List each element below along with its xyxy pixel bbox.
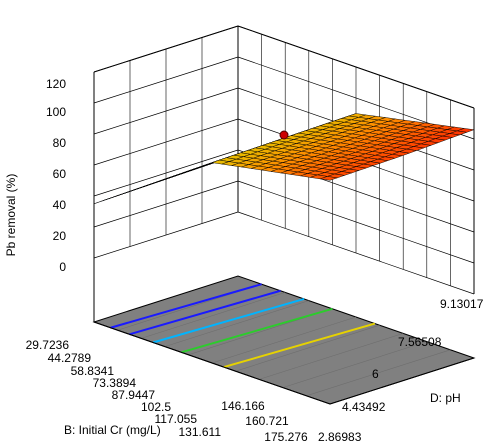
floor-gridline <box>141 292 286 339</box>
x-tick-label: 73.3894 <box>93 376 137 390</box>
z-tick-label: 40 <box>53 198 67 212</box>
surface-cell <box>320 176 338 181</box>
floor-contour <box>110 283 262 329</box>
y-axis-ticks: 2.86983 4.43492 6 7.56508 9.13017 <box>318 297 484 444</box>
z-tick-label: 20 <box>53 229 67 243</box>
z-tick-label: 60 <box>53 167 67 181</box>
response-surface <box>93 113 475 205</box>
y-tick-label: 2.86983 <box>318 430 362 444</box>
x-tick-label: 29.7236 <box>26 338 70 352</box>
z-axis-ticks: 0 20 40 60 80 100 120 <box>46 77 66 274</box>
x-tick-label: 146.166 <box>221 399 265 413</box>
y-tick-label: 6 <box>372 367 379 381</box>
floor-contour <box>152 297 305 344</box>
x-axis-title: B: Initial Cr (mg/L) <box>64 423 161 437</box>
z-tick-label: 100 <box>46 105 66 119</box>
x-tick-label: 58.8341 <box>71 364 115 378</box>
floor-gridline <box>164 300 309 347</box>
box-edge <box>93 321 331 405</box>
y-tick-label: 9.13017 <box>440 297 484 311</box>
contour-floor <box>92 275 476 405</box>
floor-contour <box>181 307 333 354</box>
x-tick-label: 102.5 <box>141 400 171 414</box>
box-edge <box>329 357 475 405</box>
floor-contour <box>129 289 281 336</box>
box-front-edges <box>93 72 475 405</box>
z-tick-label: 120 <box>46 77 66 91</box>
x-tick-label: 87.9447 <box>112 388 156 402</box>
floor-gridline <box>259 333 404 380</box>
floor-gridline <box>235 324 380 372</box>
z-axis-title: Pb removal (%) <box>4 174 18 257</box>
x-tick-label: 117.055 <box>155 412 198 426</box>
box-edge <box>93 25 239 73</box>
floor-gridline <box>306 349 451 397</box>
floor-contour <box>223 322 376 369</box>
floor-gridline <box>282 341 427 388</box>
x-tick-label: 160.721 <box>245 414 289 428</box>
y-axis-title: D: pH <box>430 391 461 405</box>
floor-gridline <box>211 316 357 364</box>
x-tick-label: 131.611 <box>179 425 222 439</box>
y-tick-label: 7.56508 <box>398 335 442 349</box>
z-tick-label: 0 <box>59 260 66 274</box>
x-tick-label: 175.276 <box>264 430 308 444</box>
x-tick-label: 44.2789 <box>48 351 92 365</box>
x-axis-ticks: 29.7236 44.2789 58.8341 73.3894 87.9447 … <box>26 338 308 444</box>
z-tick-label: 80 <box>53 136 67 150</box>
y-tick-label: 4.43492 <box>342 400 386 414</box>
design-point-marker <box>279 130 289 140</box>
box-edge <box>237 25 475 109</box>
